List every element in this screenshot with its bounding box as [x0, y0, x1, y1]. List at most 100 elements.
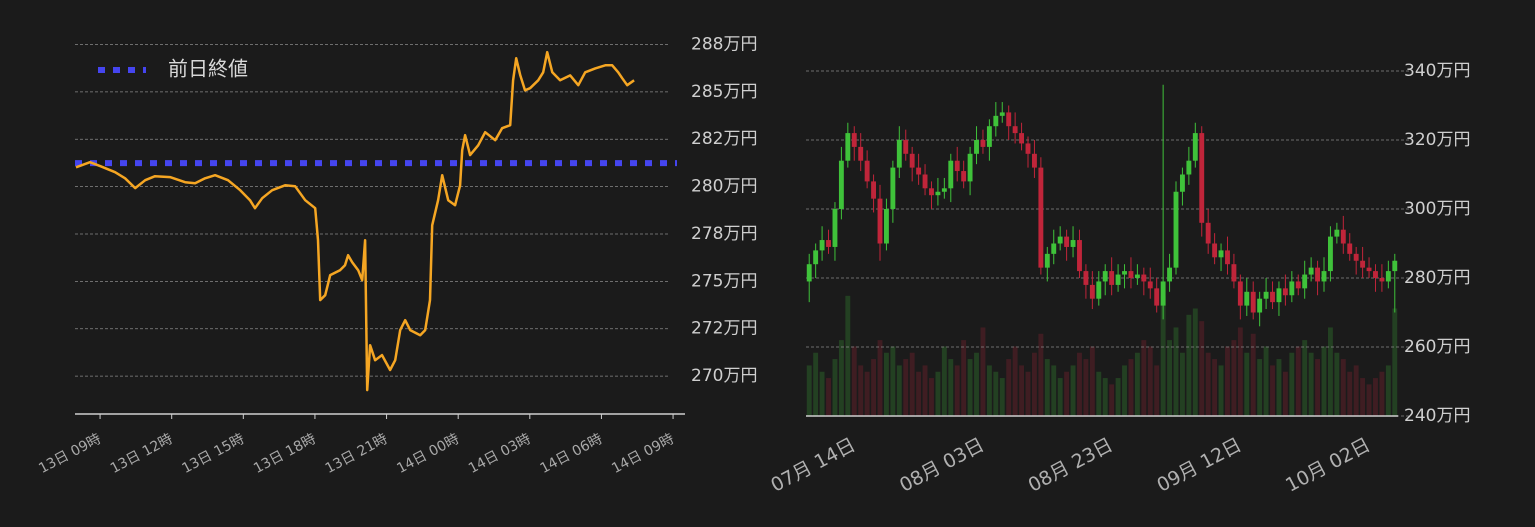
volume-bar — [1070, 365, 1076, 416]
candle-body — [1102, 271, 1108, 282]
volume-bar — [813, 352, 819, 416]
volume-bar — [1044, 359, 1050, 416]
candle-body — [1141, 274, 1147, 282]
candle-body — [1308, 267, 1314, 275]
candle-body — [935, 191, 941, 196]
candle-body — [1225, 250, 1230, 265]
candle-body — [1289, 281, 1295, 296]
candle-body — [1212, 243, 1218, 258]
y-tick-label: 300万円 — [1404, 199, 1470, 219]
volume-bar — [864, 371, 870, 416]
y-tick-label: 272万円 — [691, 319, 757, 339]
volume-bar — [1257, 359, 1263, 416]
candle-body — [1167, 267, 1173, 282]
volume-bar — [986, 365, 992, 416]
volume-bar — [974, 352, 979, 416]
volume-bar — [1263, 346, 1269, 416]
volume-bar — [1083, 359, 1089, 416]
x-tick-label: 14日 03時 — [466, 431, 534, 477]
candle-body — [1173, 191, 1179, 268]
volume-bar — [896, 365, 902, 416]
candle-body — [864, 160, 870, 182]
candle-body — [858, 146, 864, 161]
volume-bar — [858, 365, 864, 416]
legend-label: 前日終値 — [168, 57, 248, 81]
volume-bar — [883, 352, 889, 416]
candle-body — [1218, 250, 1224, 258]
x-tick-label: 10月 02日 — [1282, 434, 1374, 497]
candle-body — [1205, 222, 1211, 244]
candle-body — [1315, 267, 1321, 282]
candle-body — [1250, 291, 1256, 313]
candle-body — [916, 167, 922, 175]
candle-body — [819, 240, 825, 251]
volume-bar — [1109, 384, 1115, 416]
candle-body — [1360, 260, 1366, 268]
candle-body — [1237, 281, 1243, 306]
volume-bar — [1134, 352, 1140, 416]
y-tick-label: 280万円 — [1404, 268, 1470, 288]
y-tick-label: 278万円 — [691, 224, 757, 244]
x-tick-label: 13日 09時 — [36, 431, 104, 477]
volume-bar — [999, 378, 1005, 416]
candle-body — [1392, 260, 1398, 272]
candle-body — [954, 160, 960, 172]
volume-bar — [1199, 321, 1205, 416]
candle-body — [1006, 112, 1012, 127]
volume-bar — [1366, 384, 1372, 416]
candle-body — [826, 240, 831, 247]
candle-body — [896, 140, 902, 168]
y-tick-label: 282万円 — [691, 129, 757, 149]
candle-body — [1077, 240, 1082, 272]
candle-body — [1282, 288, 1288, 296]
volume-bar — [877, 340, 883, 416]
volume-bar — [1282, 371, 1288, 416]
candle-body — [1276, 288, 1282, 303]
volume-bar — [1057, 378, 1063, 416]
candle-body — [1051, 243, 1057, 254]
candle-body — [1379, 278, 1385, 282]
candle-body — [929, 188, 934, 196]
volume-bar — [1115, 378, 1121, 416]
y-tick-label: 260万円 — [1404, 337, 1470, 357]
volume-bar — [1385, 365, 1391, 416]
candle-body — [1186, 160, 1192, 175]
candle-body — [1096, 281, 1102, 299]
volume-bar — [1353, 365, 1359, 416]
volume-bar — [961, 340, 967, 416]
candle-body — [909, 153, 915, 168]
candle-body — [1270, 291, 1275, 303]
volume-bar — [832, 359, 838, 416]
volume-bar — [1167, 340, 1173, 416]
candle-body — [806, 264, 812, 282]
volume-bar — [903, 359, 909, 416]
volume-bar — [967, 359, 973, 416]
candle-body — [903, 140, 909, 154]
candle-body — [980, 140, 986, 147]
volume-bar — [1315, 359, 1321, 416]
y-tick-label: 270万円 — [691, 366, 757, 386]
candle-body — [1083, 271, 1089, 285]
volume-bar — [1038, 333, 1044, 416]
x-tick-label: 09月 12日 — [1153, 434, 1245, 497]
candle-body — [877, 198, 883, 244]
candle-body — [1347, 243, 1353, 254]
candle-body — [1334, 229, 1340, 237]
volume-bar — [1276, 359, 1282, 416]
price-line — [75, 50, 635, 392]
x-tick-label: 14日 09時 — [609, 431, 677, 477]
volume-bar — [1192, 308, 1198, 416]
volume-bar — [922, 365, 928, 416]
volume-bar — [1096, 371, 1102, 416]
volume-bar — [1244, 352, 1250, 416]
y-tick-label: 320万円 — [1404, 130, 1470, 150]
volume-bar — [1347, 371, 1353, 416]
volume-bar — [845, 295, 851, 416]
candle-body — [1128, 271, 1134, 278]
volume-bar — [980, 327, 986, 416]
volume-bar — [1250, 333, 1256, 416]
volume-bar — [1218, 365, 1224, 416]
y-tick-label: 288万円 — [691, 34, 757, 54]
candle-body — [1154, 288, 1160, 306]
